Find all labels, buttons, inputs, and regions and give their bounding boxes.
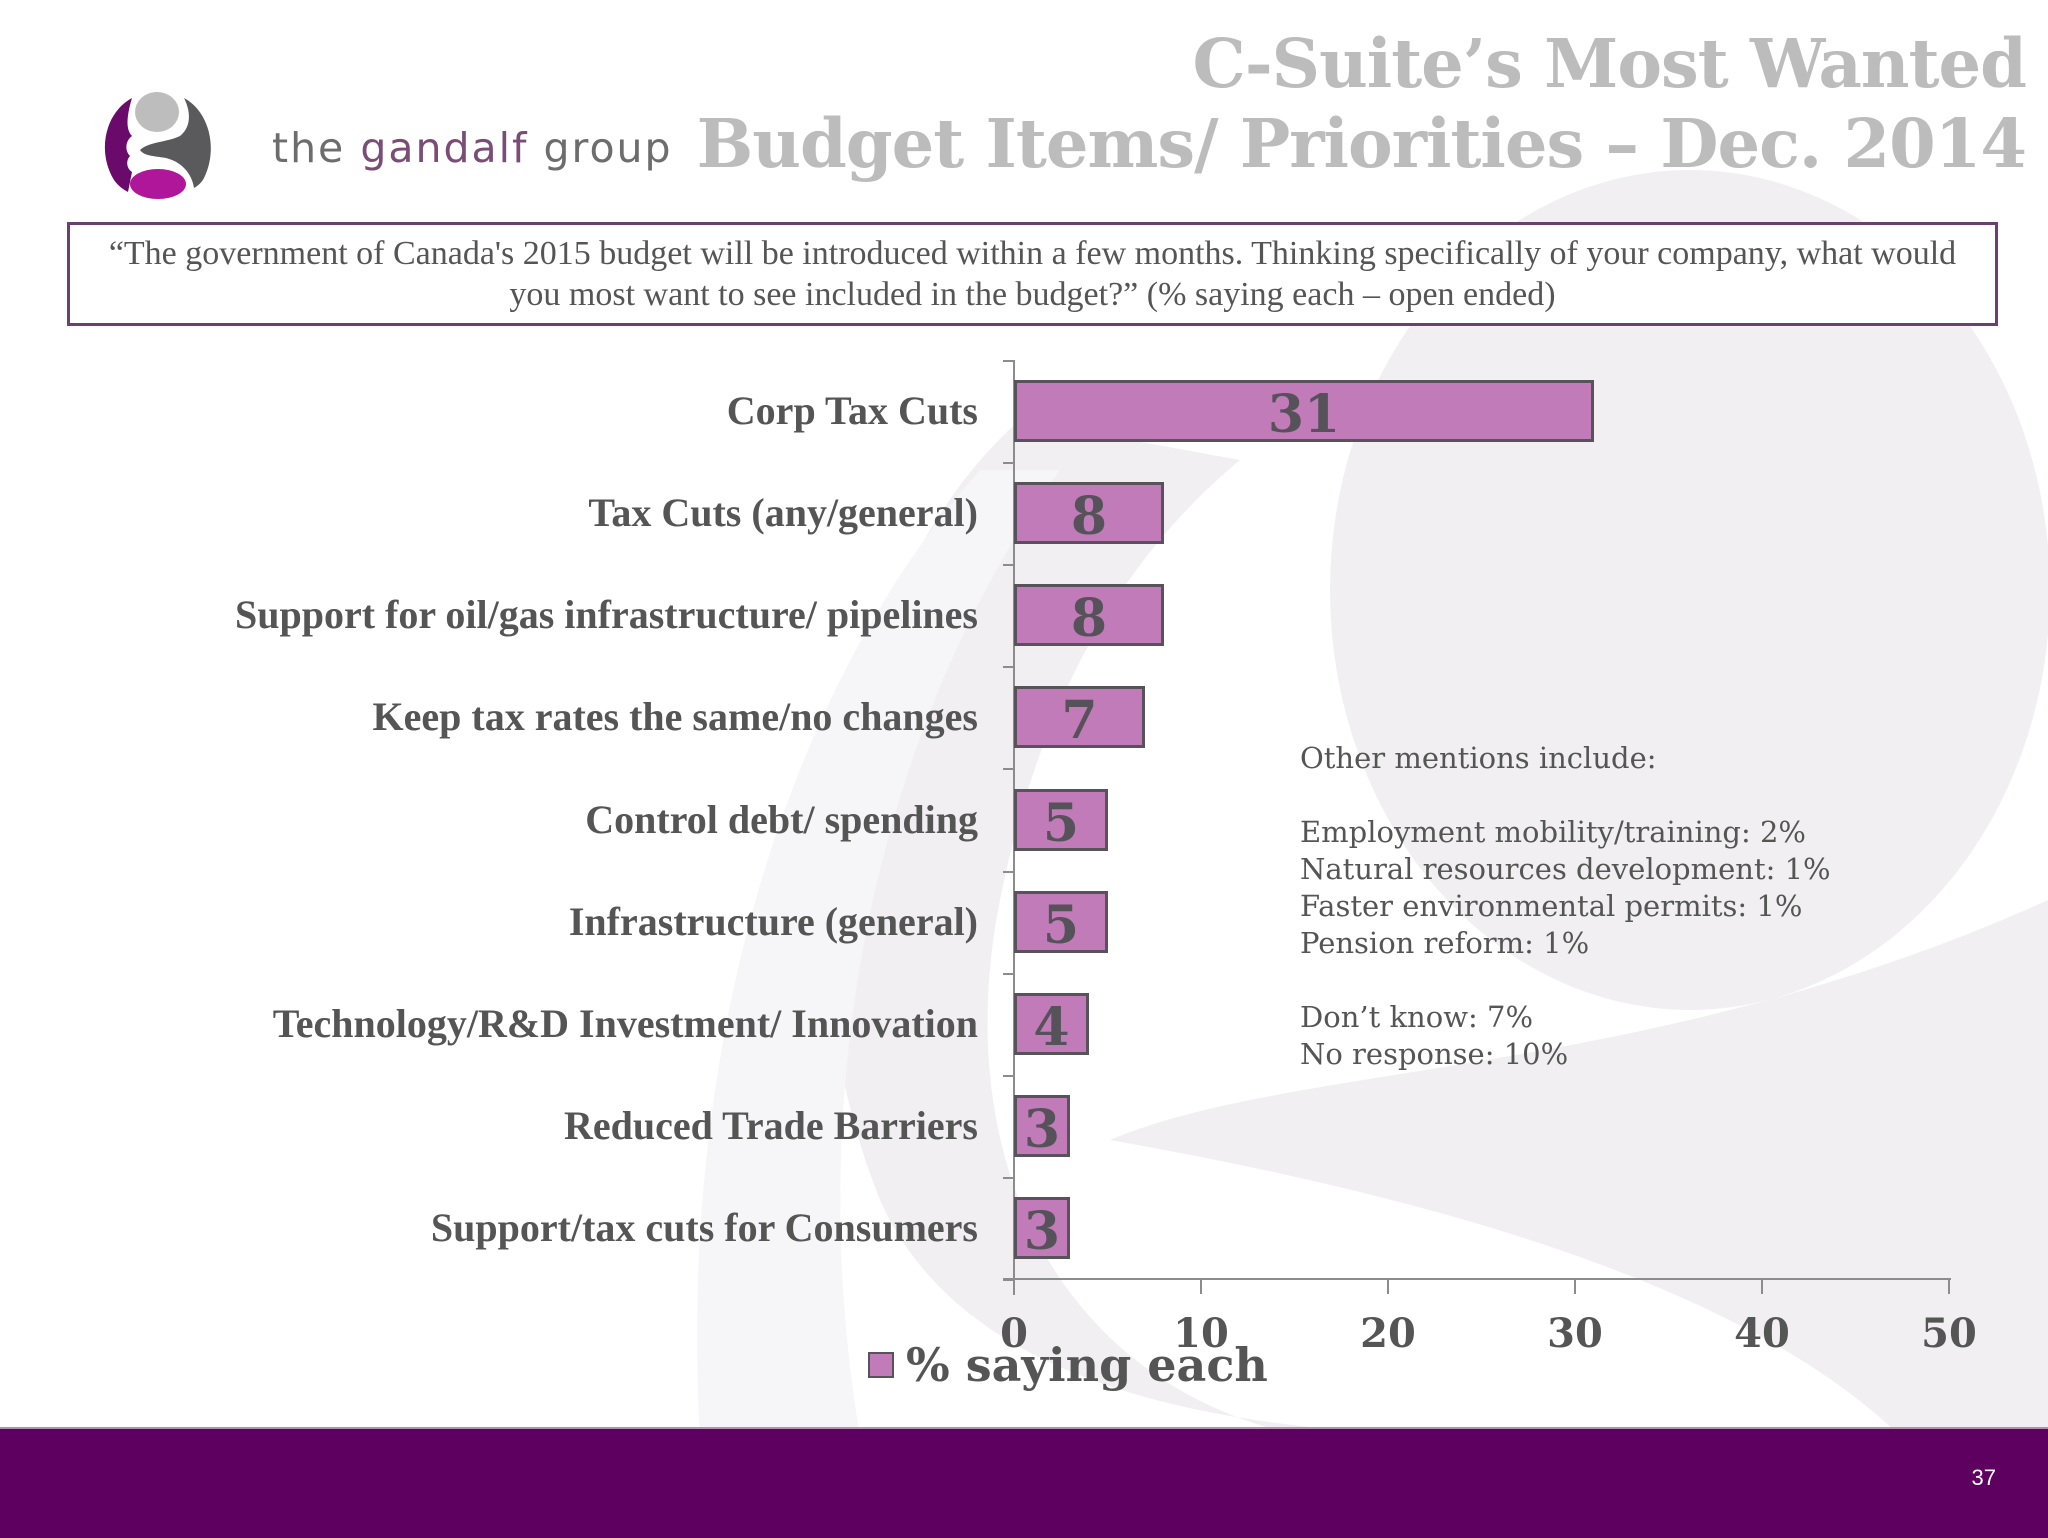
legend-swatch-icon [868, 1352, 894, 1378]
other-mentions-notes: Other mentions include: Employment mobil… [1300, 740, 1831, 1073]
bar-value-label: 7 [1061, 690, 1098, 751]
bar-value-label: 4 [1033, 997, 1070, 1058]
y-axis-tick [1003, 1279, 1014, 1281]
x-axis-tick [1013, 1278, 1015, 1294]
data-bar: 8 [1014, 584, 1164, 649]
category-label: Corp Tax Cuts [726, 388, 978, 433]
brand-name-suffix: group [528, 124, 673, 172]
category-label: Control debt/ spending [585, 797, 978, 842]
mention-item: Natural resources development: 1% [1300, 852, 1831, 886]
x-axis-tick [1200, 1278, 1202, 1294]
x-axis-tick [1948, 1278, 1950, 1294]
gandalf-logo-icon [104, 92, 211, 199]
y-axis-tick [1003, 360, 1014, 362]
y-axis-tick [1003, 564, 1014, 566]
x-axis-tick [1574, 1278, 1576, 1294]
x-axis-tick-label: 0 [1000, 1310, 1028, 1357]
data-bar: 3 [1014, 1197, 1070, 1262]
mention-item: Pension reform: 1% [1300, 926, 1590, 960]
category-label: Infrastructure (general) [568, 899, 978, 944]
bar-value-label: 31 [1267, 384, 1341, 445]
x-axis-line [1003, 1278, 1951, 1280]
category-label: Tax Cuts (any/general) [588, 490, 978, 535]
category-label: Keep tax rates the same/no changes [372, 694, 978, 739]
slide-title: C-Suite’s Most Wanted Budget Items/ Prio… [696, 24, 2027, 184]
data-bar: 5 [1014, 789, 1108, 854]
category-label: Technology/R&D Investment/ Innovation [272, 1001, 978, 1046]
page-number: 37 [1971, 1465, 1996, 1490]
bar-chart: Corp Tax Cuts 31 Tax Cuts (any/general) 8 Su… [234, 360, 1977, 1357]
x-axis-tick-label: 10 [1173, 1310, 1229, 1357]
bar-value-label: 8 [1070, 588, 1108, 649]
brand-name-highlight: gandalf [360, 124, 529, 172]
x-axis-tick [1387, 1278, 1389, 1294]
x-axis-tick-label: 50 [1921, 1310, 1977, 1357]
footer-bar: 37 [0, 1427, 2048, 1538]
dont-know-stat: Don’t know: 7% [1300, 1000, 1534, 1034]
slide-title-line-2: Budget Items/ Priorities – Dec. 2014 [696, 104, 2027, 183]
category-label: Reduced Trade Barriers [563, 1103, 978, 1148]
bar-value-label: 3 [1023, 1099, 1061, 1160]
data-bar: 3 [1014, 1095, 1070, 1160]
x-axis-tick-label: 40 [1734, 1310, 1790, 1357]
y-axis-tick [1003, 1075, 1014, 1077]
survey-question: “The government of Canada's 2015 budget … [108, 235, 1957, 313]
y-axis-tick [1003, 462, 1014, 464]
data-bar: 7 [1014, 686, 1145, 751]
category-label: Support/tax cuts for Consumers [430, 1205, 978, 1250]
bar-value-label: 8 [1070, 486, 1108, 547]
no-response-stat: No response: 10% [1300, 1037, 1569, 1071]
brand-name: the gandalf group [272, 124, 673, 172]
bar-value-label: 5 [1042, 793, 1080, 854]
notes-heading: Other mentions include: [1300, 741, 1657, 775]
bar-value-label: 5 [1042, 895, 1080, 956]
y-axis-tick [1003, 666, 1014, 668]
x-axis-tick-label: 30 [1547, 1310, 1603, 1357]
data-bar: 8 [1014, 482, 1164, 547]
category-label: Support for oil/gas infrastructure/ pipe… [234, 592, 978, 637]
bar-value-label: 3 [1023, 1201, 1061, 1262]
chart-legend: % saying each [868, 1338, 1268, 1392]
question-box: “The government of Canada's 2015 budget … [67, 222, 1998, 326]
y-axis-tick [1003, 768, 1014, 770]
y-axis-tick [1003, 871, 1014, 873]
slide-title-line-1: C-Suite’s Most Wanted [1192, 24, 2027, 103]
data-bar: 4 [1014, 993, 1089, 1058]
x-axis-tick [1761, 1278, 1763, 1294]
data-bar: 5 [1014, 891, 1108, 956]
data-bar: 31 [1014, 380, 1594, 445]
brand-name-prefix: the [272, 124, 361, 172]
legend-label: % saying each [906, 1338, 1268, 1392]
x-axis-tick-label: 20 [1360, 1310, 1416, 1357]
y-axis-tick [1003, 973, 1014, 975]
mention-item: Faster environmental permits: 1% [1300, 889, 1803, 923]
y-axis-tick [1003, 1177, 1014, 1179]
mention-item: Employment mobility/training: 2% [1300, 815, 1806, 849]
